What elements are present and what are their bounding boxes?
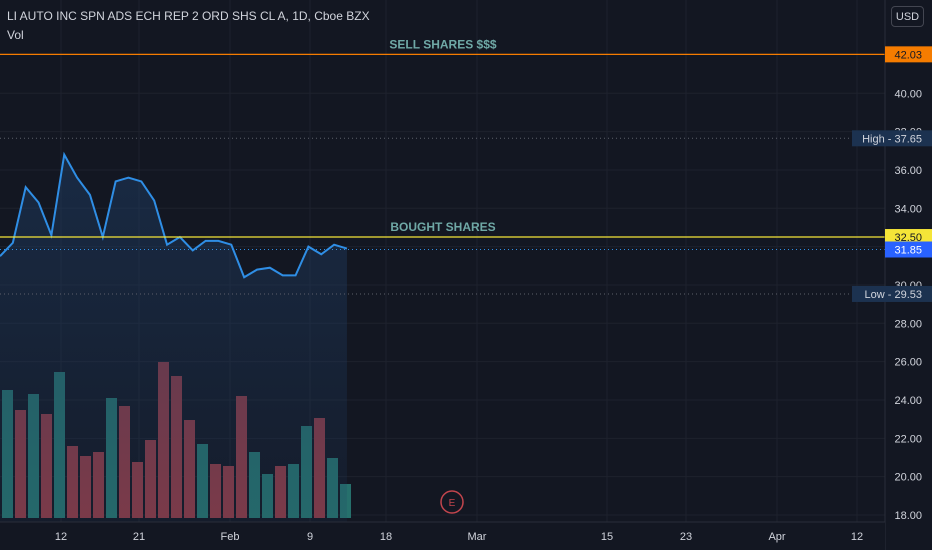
- price-area: [0, 154, 347, 522]
- price-area-fill: [0, 154, 347, 522]
- price-tick-label: 22.00: [894, 433, 922, 445]
- time-tick-label: 18: [380, 531, 392, 543]
- bought-price-tag-bg: [885, 229, 932, 246]
- low-tag: Low - 29.53: [865, 289, 922, 301]
- price-axis-background: [885, 0, 932, 550]
- horizontal-lines: SELL SHARES $$$ BOUGHT SHARES: [0, 37, 885, 295]
- bought-price-tag: 32.50: [894, 232, 922, 244]
- time-tick-label: 12: [55, 531, 67, 543]
- bought-annotation: BOUGHT SHARES: [390, 220, 495, 234]
- sell-annotation: SELL SHARES $$$: [389, 37, 496, 51]
- price-tick-label: 28.00: [894, 318, 922, 330]
- time-tick-label: 21: [133, 531, 145, 543]
- time-tick-label: Feb: [221, 531, 240, 543]
- price-line: [0, 151, 348, 279]
- price-tick-label: 36.00: [894, 165, 922, 177]
- time-tick-label: Mar: [468, 531, 487, 543]
- time-tick-label: Apr: [768, 531, 785, 543]
- currency-button[interactable]: USD: [891, 6, 924, 27]
- time-tick-label: 12: [851, 531, 863, 543]
- time-axis-background: [0, 522, 885, 550]
- time-tick-label: 23: [680, 531, 692, 543]
- time-tick-label: 9: [307, 531, 313, 543]
- price-tick-label: 40.00: [894, 88, 922, 100]
- price-tick-label: 24.00: [894, 395, 922, 407]
- earnings-marker-icon[interactable]: [440, 490, 464, 514]
- high-tag: High - 37.65: [862, 133, 922, 145]
- symbol-title: LI AUTO INC SPN ADS ECH REP 2 ORD SHS CL…: [7, 9, 370, 23]
- price-axis[interactable]: 18.0020.0022.0024.0026.0028.0030.0032.00…: [852, 0, 932, 550]
- earnings-marker-label: E: [449, 498, 456, 509]
- price-tick-label: 18.00: [894, 510, 922, 522]
- price-tick-label: 26.00: [894, 357, 922, 369]
- sell-price-tag-bg: [885, 46, 932, 63]
- volume-label: Vol: [7, 28, 24, 42]
- price-tick-label: 20.00: [894, 472, 922, 484]
- sell-price-tag: 42.03: [894, 49, 922, 61]
- low-tag-bg: [852, 285, 932, 302]
- current-price-tag: 31.85: [894, 244, 922, 256]
- time-axis[interactable]: 12 21 Feb 9 18 Mar 15 23 Apr 12: [0, 521, 885, 550]
- earnings-marker-group[interactable]: E: [440, 490, 464, 514]
- price-tick-label: 34.00: [894, 203, 922, 215]
- high-tag-bg: [852, 130, 932, 147]
- current-price-tag-bg: [885, 241, 932, 258]
- price-line-group: [0, 151, 348, 279]
- time-tick-label: 15: [601, 531, 613, 543]
